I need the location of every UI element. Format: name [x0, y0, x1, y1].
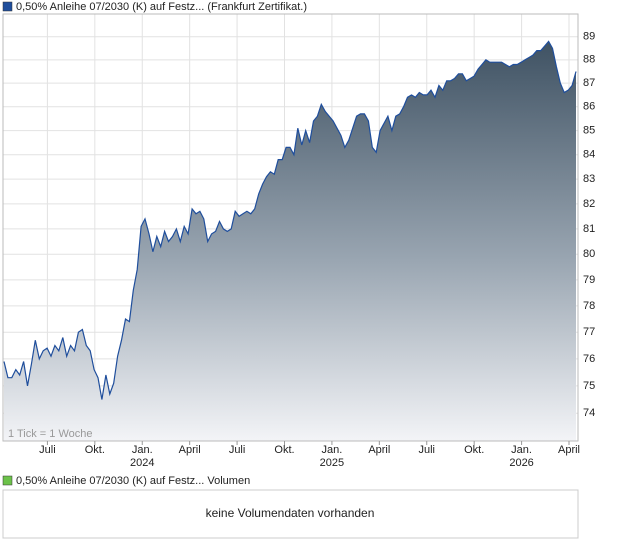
line	[3, 40, 577, 400]
y-tick-label: 86	[583, 101, 595, 113]
y-tick-label: 84	[583, 149, 595, 161]
legend-label: 0,50% Anleihe 07/2030 (K) auf Festz... (…	[16, 1, 307, 13]
x-tick-year: 2026	[509, 457, 533, 469]
x-tick-label: Juli	[418, 444, 435, 456]
x-tick-label: Jan.	[511, 444, 532, 456]
x-tick-label: April	[179, 444, 201, 456]
y-tick-label: 79	[583, 274, 595, 286]
note: 1 Tick = 1 Woche	[8, 428, 92, 440]
y-tick-label: 87	[583, 77, 595, 89]
area	[4, 41, 576, 442]
y-tick-label: 75	[583, 380, 595, 392]
legend-swatch	[2, 1, 13, 12]
legend-swatch	[2, 475, 13, 486]
x-tick-label: April	[368, 444, 390, 456]
x-tick-label: Juli	[39, 444, 56, 456]
y-tick-label: 88	[583, 54, 595, 66]
y-tick-label: 74	[583, 407, 595, 419]
y-tick-label: 76	[583, 353, 595, 365]
y-tick-label: 80	[583, 248, 595, 260]
plot-frame	[2, 13, 579, 442]
y-tick-label: 89	[583, 31, 595, 43]
x-tick-label: Okt.	[464, 444, 484, 456]
y-tick-label: 81	[583, 223, 595, 235]
x-tick-label: April	[558, 444, 580, 456]
y-tick-label: 83	[583, 173, 595, 185]
x-tick-year: 2024	[130, 457, 154, 469]
volume-message: keine Volumendaten vorhanden	[206, 506, 375, 520]
y-tick-label: 85	[583, 124, 595, 136]
x-tick-label: Juli	[229, 444, 246, 456]
y-tick-label: 77	[583, 326, 595, 338]
volume-legend: 0,50% Anleihe 07/2030 (K) auf Festz... V…	[16, 475, 250, 487]
y-tick-label: 78	[583, 300, 595, 312]
x-tick-label: Jan.	[322, 444, 343, 456]
x-tick-year: 2025	[320, 457, 344, 469]
y-tick-label: 82	[583, 198, 595, 210]
x-tick-label: Jan.	[132, 444, 153, 456]
x-tick-label: Okt.	[274, 444, 294, 456]
volume-panel	[2, 489, 579, 539]
x-tick-label: Okt.	[85, 444, 105, 456]
